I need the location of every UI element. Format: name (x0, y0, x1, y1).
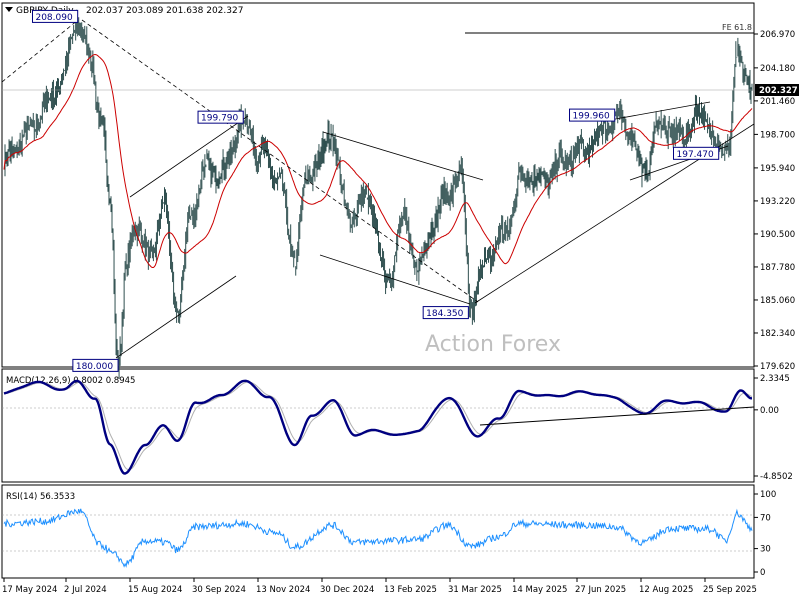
moving-average-line (3, 53, 753, 268)
dropdown-triangle-icon[interactable] (5, 7, 13, 12)
price-tick-label: 190.500 (760, 230, 795, 240)
price-tick-label: 187.780 (760, 263, 795, 273)
time-tick-label: 30 Sep 2024 (192, 585, 246, 595)
rsi-title: RSI(14) 56.3533 (6, 492, 75, 502)
rsi-line (3, 508, 753, 568)
price-bars (3, 9, 753, 379)
price-annotations: 208.090 180.000 199.790 184.350 199.960 197.4… (31, 9, 720, 372)
rsi-tick-label: 30 (760, 545, 771, 555)
time-axis: 17 May 2024 2 Jul 2024 15 Aug 2024 30 Sep 2… (2, 578, 757, 595)
channel-line (129, 115, 249, 198)
swing-label: 208.090 (35, 13, 72, 23)
time-tick-label: 31 Mar 2025 (448, 585, 502, 595)
rsi-tick-label: 100 (760, 490, 776, 500)
swing-label-box (569, 108, 616, 122)
ohlc-values: 202.037 203.089 201.638 202.327 (86, 6, 243, 16)
swing-label: 184.350 (426, 309, 463, 319)
price-tick-label: 193.220 (760, 197, 795, 207)
dashed-trendline (1, 19, 79, 83)
swing-label-box (197, 110, 244, 124)
time-tick-label: 17 May 2024 (2, 585, 57, 595)
macd-trendline (479, 406, 755, 426)
price-tick-label: 198.700 (760, 130, 795, 140)
macd-tick-label: 0.00 (760, 406, 779, 416)
time-tick-label: 14 May 2025 (512, 585, 567, 595)
price-tick-label: 201.460 (760, 97, 795, 107)
macd-line (3, 379, 752, 475)
time-tick-label: 12 Aug 2025 (639, 585, 693, 595)
price-tick-label: 206.970 (760, 30, 795, 40)
time-tick-label: 27 Jun 2025 (575, 585, 626, 595)
wedge-line (609, 101, 711, 121)
rsi-tick-label: 0 (760, 568, 765, 578)
fe-label: FE 61.8 (722, 23, 752, 32)
macd-tick-label: -4.8502 (760, 472, 793, 482)
swing-label-box (72, 358, 119, 372)
time-tick-label: 2 Jul 2024 (64, 585, 107, 595)
macd-tick-label: 2.3345 (760, 374, 790, 384)
time-tick-label: 25 Sep 2025 (703, 585, 757, 595)
price-tick-label: 204.180 (760, 64, 795, 74)
price-tick-label: 182.340 (760, 329, 795, 339)
swing-label-box (31, 9, 79, 23)
swing-label-box (422, 306, 469, 320)
price-tick-label: 195.940 (760, 164, 795, 174)
time-tick-label: 13 Feb 2025 (384, 585, 437, 595)
price-tick-label: 185.060 (760, 296, 795, 306)
rsi-panel (1, 484, 755, 579)
rsi-axis: 100 70 30 0 (754, 490, 776, 578)
price-tick-label: 179.620 (760, 362, 795, 372)
macd-panel (1, 368, 755, 483)
channel-line (319, 254, 471, 305)
swing-label: 199.960 (573, 112, 610, 122)
channel-line (322, 131, 484, 181)
rsi-tick-label: 70 (760, 513, 771, 523)
current-price-text: 202.327 (759, 86, 798, 96)
macd-axis: 2.3345 0.00 -4.8502 (754, 374, 793, 482)
time-tick-label: 13 Nov 2024 (256, 585, 310, 595)
swing-label: 180.000 (76, 362, 113, 372)
price-panel (1, 2, 755, 368)
channel-line (115, 275, 237, 359)
time-tick-label: 30 Dec 2024 (320, 585, 374, 595)
macd-title: MACD(12,26,9) 0.8002 0.8945 (6, 376, 135, 386)
swing-label: 199.790 (201, 114, 238, 124)
swing-label: 197.470 (677, 150, 714, 160)
time-tick-label: 15 Aug 2024 (128, 585, 182, 595)
watermark: Action Forex (425, 332, 561, 357)
trendlines (1, 19, 755, 359)
price-axis: 206.970 204.180 201.460 198.700 195.940 193.2… (754, 30, 795, 372)
current-price-tag (755, 84, 799, 96)
swing-label-box (673, 146, 720, 160)
